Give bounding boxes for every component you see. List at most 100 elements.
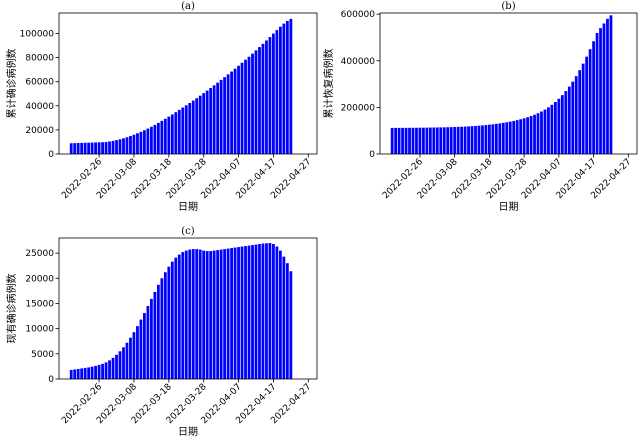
bar (446, 127, 450, 154)
bar (491, 124, 495, 154)
bar (191, 100, 195, 154)
x-axis-title: 日期 (178, 201, 198, 213)
bar (118, 351, 122, 379)
bar (404, 127, 408, 154)
bar (261, 43, 265, 154)
bar (83, 367, 87, 379)
bar (163, 272, 167, 379)
bar (567, 86, 571, 154)
bar (411, 127, 415, 154)
bar (83, 142, 87, 154)
y-tick-label: 600000 (341, 10, 376, 20)
bar (230, 71, 233, 154)
bar (237, 247, 240, 379)
bar (599, 28, 602, 154)
bar (261, 243, 265, 379)
bar (150, 298, 153, 379)
y-tick-label: 200000 (341, 103, 376, 113)
bar (132, 332, 136, 379)
y-tick-label: 80000 (25, 54, 54, 64)
bar (139, 319, 143, 379)
bar (247, 56, 251, 154)
bar (136, 133, 139, 154)
bar (104, 141, 108, 154)
bar (547, 107, 550, 154)
chart-panel-2: (b)02000004000006000002022-02-262022-03-… (322, 1, 638, 213)
bar (254, 50, 258, 154)
bar (272, 33, 275, 154)
bar (177, 109, 181, 154)
bar (170, 114, 174, 154)
panel-title: (b) (501, 1, 515, 12)
bar (94, 142, 97, 154)
panel-title: (a) (181, 1, 195, 12)
bar (122, 347, 125, 379)
bar (258, 244, 261, 379)
bar (282, 23, 286, 154)
bar (474, 125, 477, 154)
bar (230, 248, 233, 379)
bar (251, 245, 254, 379)
bar (275, 246, 279, 379)
bar (247, 245, 251, 379)
bar (90, 142, 94, 154)
y-tick-label: 20000 (25, 274, 54, 284)
bar (80, 142, 84, 154)
bar (118, 139, 122, 154)
bar (122, 138, 125, 154)
bar (111, 357, 115, 379)
y-tick-label: 15000 (25, 299, 54, 309)
bar (90, 366, 94, 379)
bar (508, 121, 512, 154)
bar (198, 95, 202, 154)
bar (115, 354, 118, 379)
bar (550, 104, 554, 154)
bar (76, 368, 80, 379)
bar (150, 126, 153, 154)
bar (181, 252, 185, 379)
bar (129, 136, 132, 154)
bar (129, 337, 132, 379)
bar (94, 365, 97, 379)
bar (205, 251, 209, 379)
bar (512, 120, 516, 154)
bar (240, 246, 244, 379)
bar (477, 125, 481, 154)
bar (265, 243, 268, 379)
bar (153, 124, 157, 154)
bar (209, 87, 213, 154)
chart-panel-3: (c)05000100001500020000250002022-02-2620… (5, 226, 318, 436)
bar (97, 142, 101, 154)
axes-frame (58, 12, 318, 155)
bar (136, 326, 139, 380)
bar (101, 363, 104, 379)
bar (139, 131, 143, 154)
bar (571, 81, 575, 154)
bar (592, 41, 595, 154)
bar (143, 130, 146, 154)
bar (111, 140, 115, 154)
panel-title: (c) (181, 226, 195, 237)
bar (226, 248, 230, 379)
bar (285, 20, 289, 155)
bar (498, 123, 502, 154)
bar (275, 30, 279, 154)
chart-panel-1: (a)0200004000060000800001000002022-02-26… (5, 1, 318, 213)
bar (108, 360, 111, 379)
bar (146, 305, 150, 379)
bar (205, 90, 209, 154)
bar (279, 26, 282, 155)
bar (73, 369, 77, 379)
bar (470, 126, 474, 154)
bar (415, 127, 418, 154)
bar (279, 250, 282, 379)
bar (69, 143, 73, 154)
bar (80, 368, 84, 379)
bar (125, 137, 129, 154)
bar (574, 76, 578, 154)
bar (428, 127, 432, 154)
bar (87, 367, 91, 379)
bar (515, 120, 519, 154)
bar (73, 143, 77, 154)
